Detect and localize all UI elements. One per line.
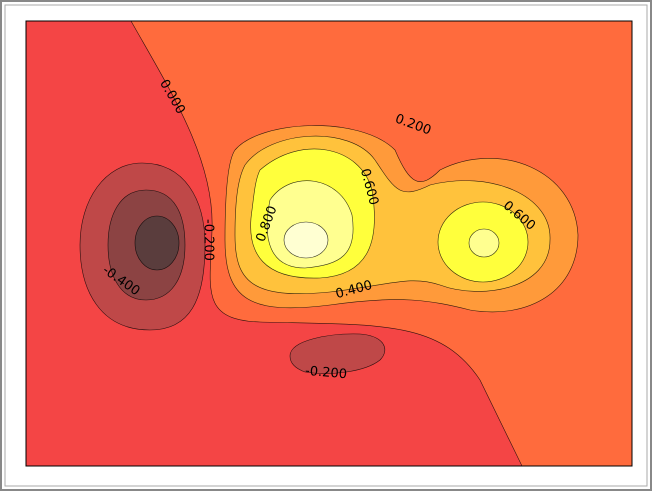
contour-region	[134, 215, 180, 271]
contour-region	[283, 221, 329, 259]
contour-region	[468, 228, 500, 258]
contour-label: -0.200	[304, 364, 347, 383]
plot-border	[25, 20, 633, 467]
contour-label: -0.200	[201, 219, 216, 261]
contour-region	[289, 333, 385, 374]
